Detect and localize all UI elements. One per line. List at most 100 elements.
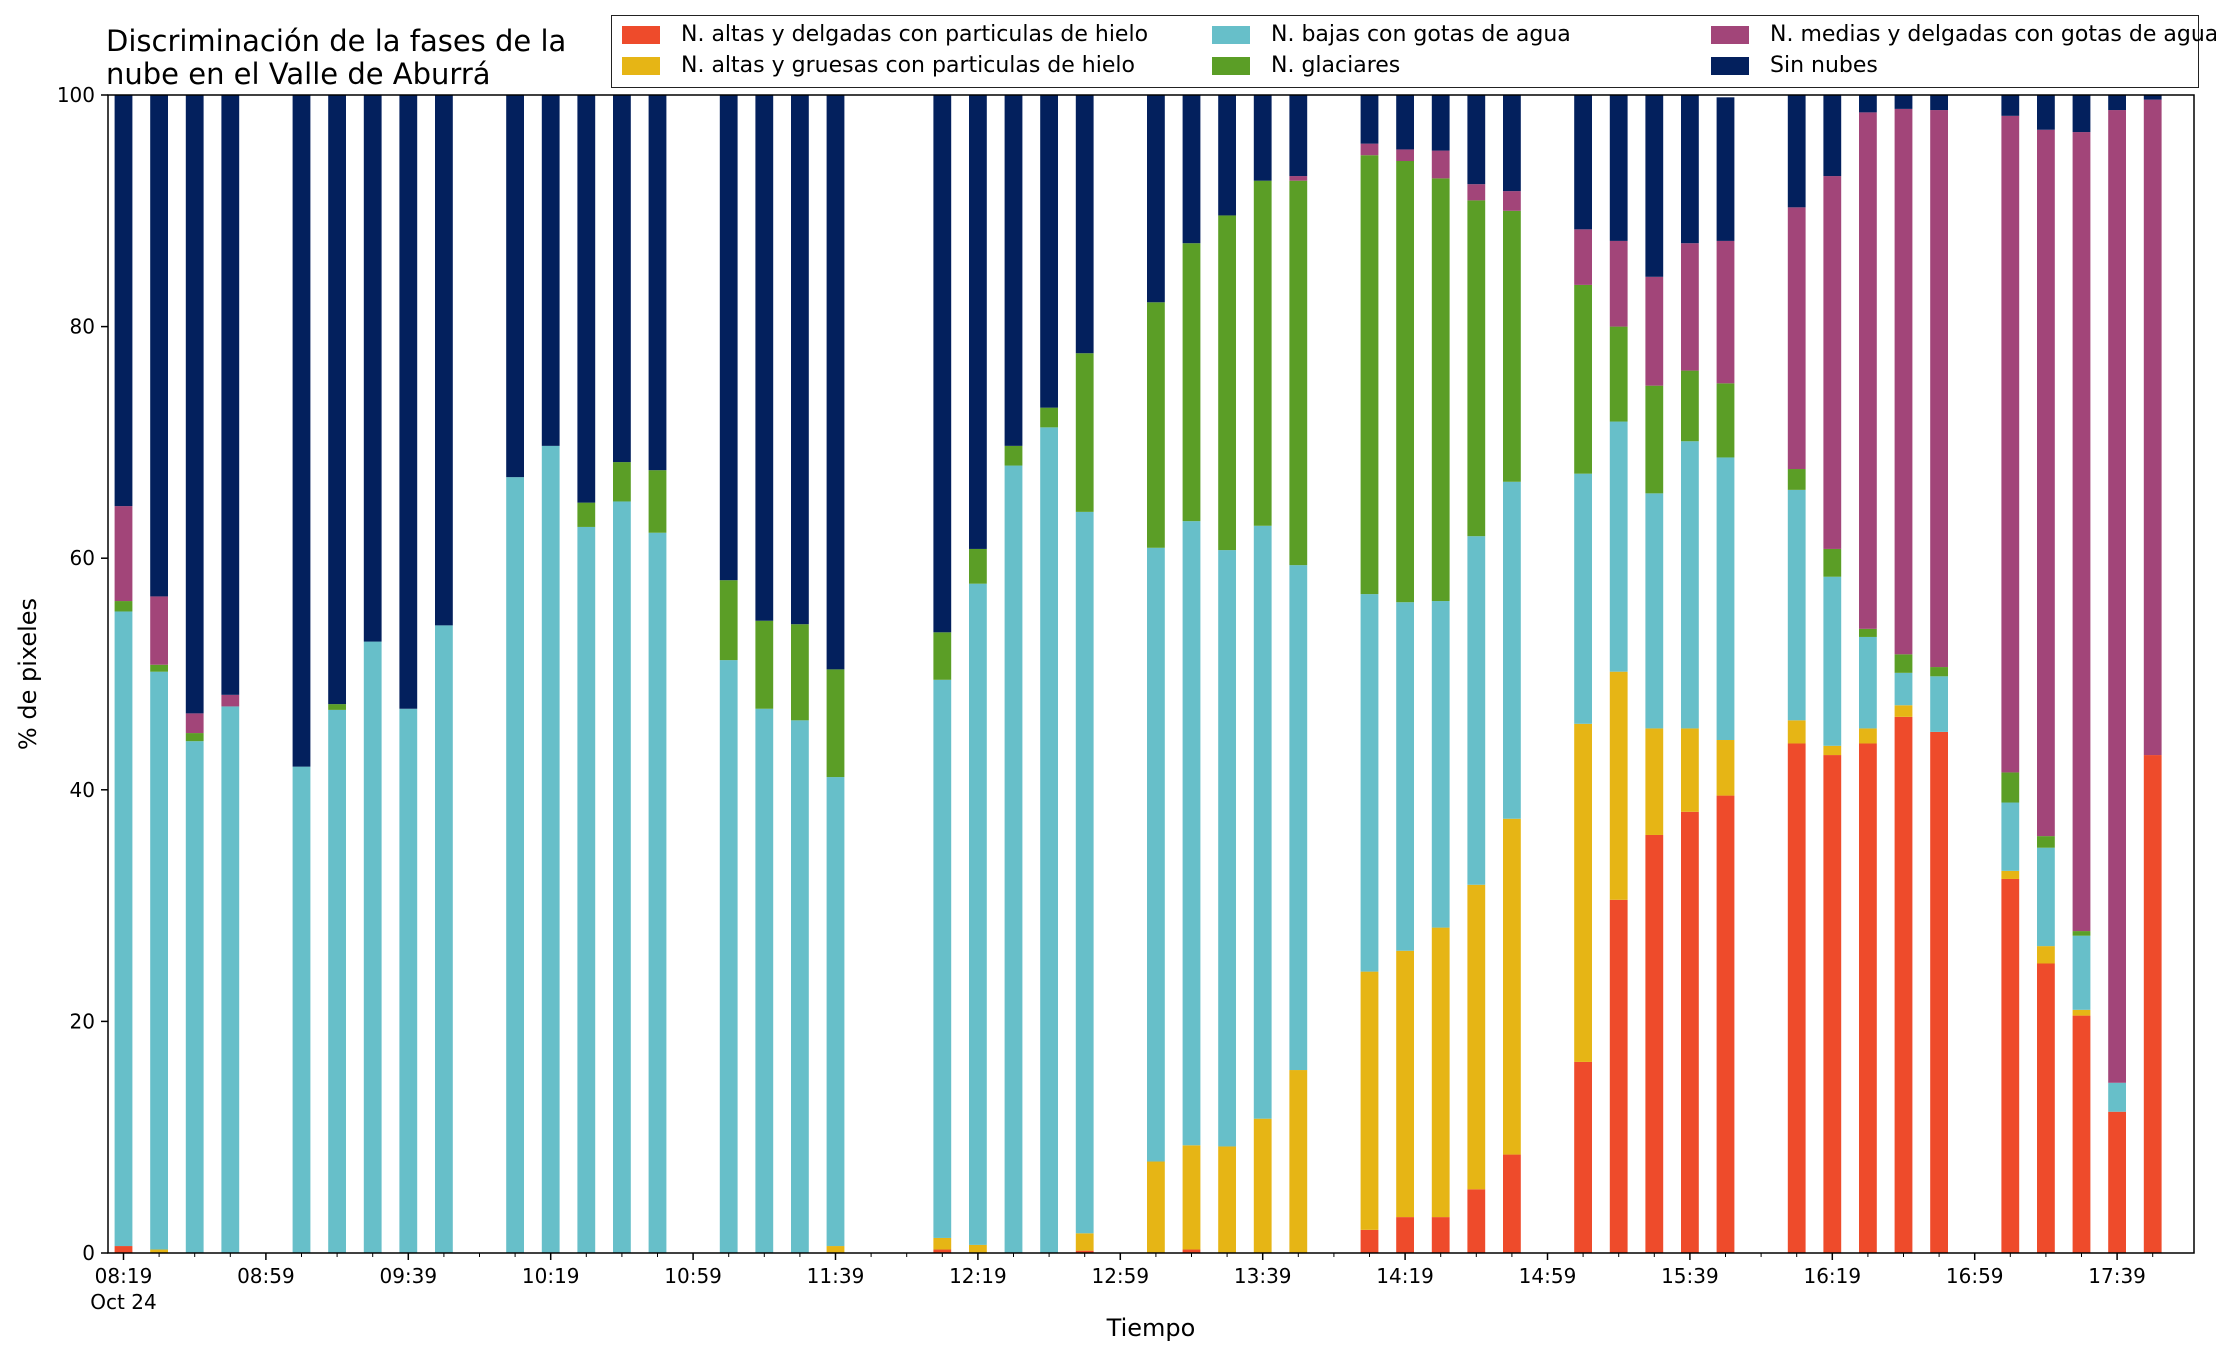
x-tick-label: 16:59 — [1946, 1264, 2004, 1288]
bar-segment — [1787, 489, 1806, 721]
bar-segment — [1859, 743, 1877, 1253]
bar-segment — [1396, 1217, 1414, 1253]
bar-segment — [1218, 95, 1236, 216]
bar-segment — [1040, 427, 1058, 1254]
bar-segment — [2143, 99, 2162, 756]
legend-label: N. altas y gruesas con particulas de hie… — [681, 53, 1135, 78]
bar-segment — [1040, 407, 1058, 428]
bar-segment — [399, 708, 418, 1253]
bar-segment — [1004, 95, 1023, 446]
bar-segment — [1787, 743, 1806, 1253]
bar-segment — [114, 1246, 133, 1253]
bar-segment — [1467, 1189, 1486, 1253]
legend-label: N. bajas con gotas de agua — [1271, 22, 1571, 47]
bar-segment — [363, 641, 382, 1253]
axis-layer: 0 20 40 60 80 100 08:19 08:59 09:39 10:19 10:59 11:… — [57, 83, 2154, 1314]
bar-segment — [1645, 728, 1664, 835]
x-tick-label: 13:39 — [1234, 1264, 1292, 1288]
bar-segment — [1609, 899, 1628, 1253]
bar-segment — [399, 95, 418, 709]
bar-segment — [1894, 672, 1913, 706]
bar-segment — [2072, 931, 2091, 936]
bar-segment — [221, 706, 240, 1253]
bar-segment — [1859, 636, 1877, 729]
x-tick-label: 08:19 — [95, 1264, 153, 1288]
bar-segment — [1253, 525, 1272, 1119]
x-axis-label: Tiempo — [1106, 1314, 1196, 1342]
bar-segment — [221, 694, 240, 707]
bar-segment — [1467, 95, 1486, 185]
bar-segment — [933, 95, 952, 633]
bar-segment — [791, 624, 809, 721]
bar-segment — [1147, 547, 1165, 1162]
bar-segment — [435, 95, 453, 626]
bar-segment — [1218, 550, 1236, 1147]
bar-segment — [1716, 457, 1735, 740]
bar-segment — [1645, 493, 1664, 729]
bar-segment — [1396, 149, 1414, 162]
bar-segment — [1467, 536, 1486, 885]
bar-segment — [2001, 878, 2020, 1253]
bar-segment — [2001, 802, 2020, 871]
y-tick-label: 20 — [70, 1009, 95, 1033]
bar-segment — [648, 470, 667, 533]
x-tick-label: 09:39 — [379, 1264, 437, 1288]
bar-segment — [150, 671, 168, 1250]
bar-segment — [2037, 129, 2055, 837]
bar-segment — [1609, 95, 1628, 241]
bar-segment — [2037, 946, 2055, 964]
bar-segment — [2108, 1082, 2126, 1112]
bars-layer — [114, 95, 2162, 1254]
bar-segment — [1609, 326, 1628, 422]
bar-segment — [1360, 1229, 1379, 1253]
bar-segment — [1147, 302, 1165, 548]
bar-segment — [2143, 95, 2162, 100]
x-tick-label: 08:59 — [237, 1264, 295, 1288]
x-tick-sublabel: Oct 24 — [90, 1290, 156, 1314]
bar-segment — [1645, 385, 1664, 494]
y-tick-label: 80 — [70, 315, 95, 339]
bar-segment — [755, 95, 774, 621]
bar-segment — [1182, 95, 1201, 244]
chart-title-line-2: nube en el Valle de Aburrá — [106, 57, 491, 91]
bar-segment — [328, 704, 346, 710]
bar-segment — [150, 664, 168, 672]
bar-segment — [1645, 95, 1664, 277]
bar-segment — [1431, 95, 1450, 151]
bar-segment — [1930, 95, 1948, 111]
bar-segment — [2001, 115, 2020, 773]
bar-segment — [1823, 576, 1842, 746]
bar-segment — [1289, 95, 1308, 177]
bar-segment — [648, 532, 667, 1253]
bar-segment — [648, 95, 667, 471]
y-tick-label: 100 — [57, 83, 95, 107]
bar-segment — [1075, 1233, 1094, 1251]
bar-segment — [1609, 240, 1628, 327]
legend-swatch — [622, 56, 660, 75]
bar-segment — [1716, 240, 1735, 384]
bar-segment — [1787, 207, 1806, 470]
bar-segment — [826, 777, 845, 1247]
bar-segment — [1004, 465, 1023, 1253]
bar-segment — [719, 660, 738, 1253]
bar-segment — [613, 95, 631, 463]
bar-segment — [1396, 950, 1414, 1218]
bar-segment — [1609, 421, 1628, 672]
bar-segment — [1431, 178, 1450, 602]
x-tick-label: 14:19 — [1376, 1264, 1434, 1288]
bar-segment — [1218, 1146, 1236, 1253]
bar-segment — [755, 620, 774, 709]
bar-segment — [506, 477, 524, 1253]
bar-segment — [328, 95, 346, 705]
bar-segment — [1396, 161, 1414, 603]
bar-segment — [1075, 353, 1094, 512]
legend-swatch — [1711, 25, 1749, 44]
bar-segment — [185, 733, 204, 742]
legend: N. altas y delgadas con particulas de hi… — [611, 15, 2216, 88]
bar-segment — [791, 95, 809, 625]
x-tick-label: 10:59 — [664, 1264, 722, 1288]
bar-segment — [1859, 728, 1877, 744]
bar-segment — [1360, 95, 1379, 144]
x-tick-label: 14:59 — [1519, 1264, 1577, 1288]
